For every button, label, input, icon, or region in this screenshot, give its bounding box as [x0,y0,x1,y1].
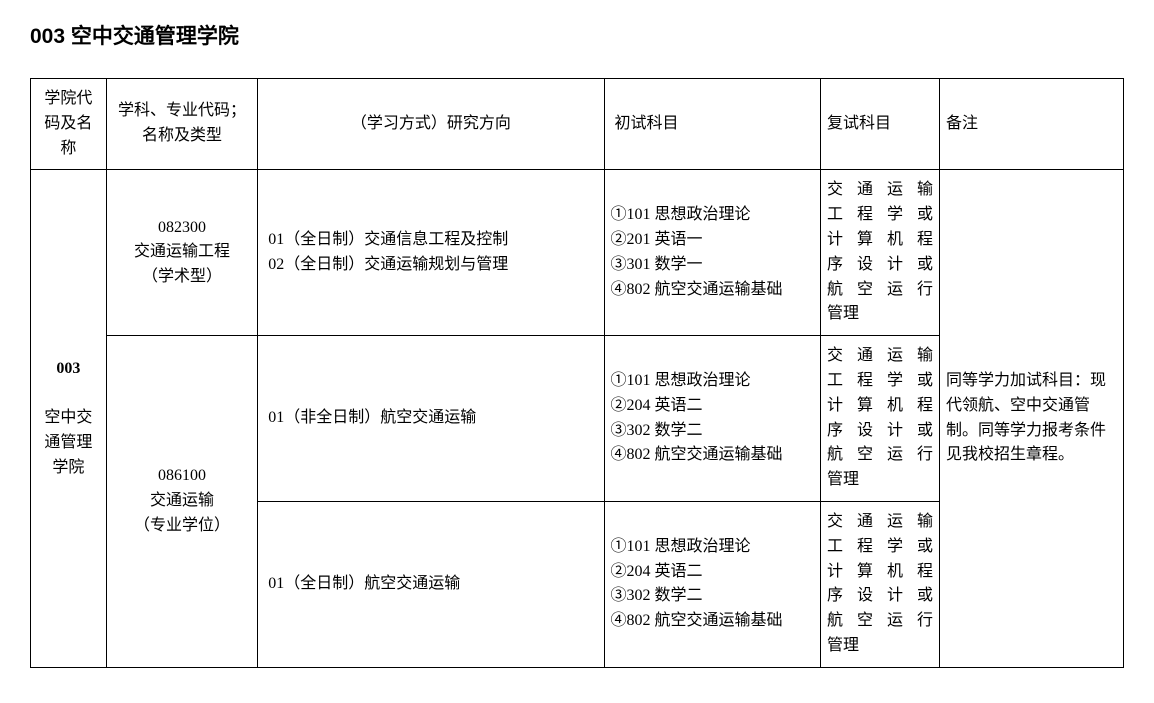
cell-prelim: ①101 思想政治理论 ②204 英语二 ③302 数学二 ④802 航空交通运… [604,501,820,667]
retest-line: 交通运输 [827,510,933,535]
retest-line: 序设计或 [827,253,933,278]
retest-line: 计算机程 [827,560,933,585]
th-major: 学科、专业代码；名称及类型 [106,79,258,170]
cell-prelim: ①101 思想政治理论 ②204 英语二 ③302 数学二 ④802 航空交通运… [604,336,820,502]
prelim-line: ①101 思想政治理论 [611,369,814,394]
prelim-line: ④802 航空交通运输基础 [611,443,814,468]
retest-line: 管理 [827,302,933,327]
retest-line: 序设计或 [827,419,933,444]
retest-line: 管理 [827,634,933,659]
prelim-line: ②204 英语二 [611,560,814,585]
retest-line: 交通运输 [827,178,933,203]
cell-major: 086100 交通运输 （专业学位） [106,336,258,668]
retest-line: 计算机程 [827,394,933,419]
cell-retest: 交通运输 工程学或 计算机程 序设计或 航空运行 管理 [820,501,939,667]
retest-line: 工程学或 [827,203,933,228]
major-type: （专业学位） [134,517,230,534]
retest-line: 工程学或 [827,369,933,394]
th-direction: （学习方式）研究方向 [258,79,604,170]
cell-direction: 01（非全日制）航空交通运输 [258,336,604,502]
prelim-line: ④802 航空交通运输基础 [611,278,814,303]
retest-line: 工程学或 [827,535,933,560]
cell-retest: 交通运输 工程学或 计算机程 序设计或 航空运行 管理 [820,170,939,336]
prelim-line: ①101 思想政治理论 [611,203,814,228]
table-header-row: 学院代码及名称 学科、专业代码；名称及类型 （学习方式）研究方向 初试科目 复试… [31,79,1124,170]
prelim-line: ③301 数学一 [611,253,814,278]
th-prelim: 初试科目 [604,79,820,170]
cell-retest: 交通运输 工程学或 计算机程 序设计或 航空运行 管理 [820,336,939,502]
college-name: 空中交通管理学院 [44,409,92,476]
page-title: 003 空中交通管理学院 [30,20,1124,50]
program-table: 学院代码及名称 学科、专业代码；名称及类型 （学习方式）研究方向 初试科目 复试… [30,78,1124,668]
cell-direction: 01（全日制）航空交通运输 [258,501,604,667]
major-name: 交通运输 [150,492,214,509]
direction-line: 01（全日制）交通信息工程及控制 [268,228,597,253]
retest-line: 序设计或 [827,584,933,609]
table-row: 003 空中交通管理学院 082300 交通运输工程 （学术型） 01（全日制）… [31,170,1124,336]
cell-college: 003 空中交通管理学院 [31,170,107,667]
prelim-line: ①101 思想政治理论 [611,535,814,560]
direction-line: 01（非全日制）航空交通运输 [268,406,597,431]
th-college: 学院代码及名称 [31,79,107,170]
retest-line: 交通运输 [827,344,933,369]
cell-major: 082300 交通运输工程 （学术型） [106,170,258,336]
prelim-line: ③302 数学二 [611,419,814,444]
retest-line: 航空运行 [827,443,933,468]
th-remark: 备注 [940,79,1124,170]
prelim-line: ②201 英语一 [611,228,814,253]
cell-remark: 同等学力加试科目：现代领航、空中交通管制。同等学力报考条件见我校招生章程。 [940,170,1124,667]
prelim-line: ②204 英语二 [611,394,814,419]
major-type: （学术型） [142,268,222,285]
retest-line: 计算机程 [827,228,933,253]
retest-line: 航空运行 [827,278,933,303]
prelim-line: ④802 航空交通运输基础 [611,609,814,634]
major-name: 交通运输工程 [134,243,230,260]
major-code: 086100 [158,467,206,484]
th-retest: 复试科目 [820,79,939,170]
cell-prelim: ①101 思想政治理论 ②201 英语一 ③301 数学一 ④802 航空交通运… [604,170,820,336]
retest-line: 管理 [827,468,933,493]
direction-line: 01（全日制）航空交通运输 [268,572,597,597]
direction-line: 02（全日制）交通运输规划与管理 [268,253,597,278]
prelim-line: ③302 数学二 [611,584,814,609]
cell-direction: 01（全日制）交通信息工程及控制 02（全日制）交通运输规划与管理 [258,170,604,336]
retest-line: 航空运行 [827,609,933,634]
college-code: 003 [56,360,80,377]
major-code: 082300 [158,219,206,236]
